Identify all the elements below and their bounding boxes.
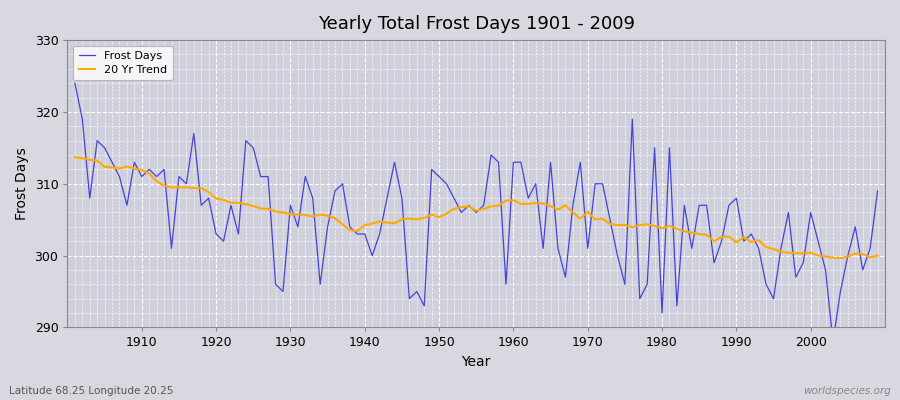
20 Yr Trend: [500, 198, 511, 203]
20 Yr Trend: [129, 166, 140, 171]
Line: Frost Days: Frost Days: [75, 83, 878, 342]
Y-axis label: Frost Days: Frost Days: [15, 147, 29, 220]
Text: worldspecies.org: worldspecies.org: [803, 386, 891, 396]
20 Yr Trend: [292, 212, 303, 217]
20 Yr Trend: [69, 155, 80, 160]
Frost Days: [292, 224, 303, 229]
Frost Days: [129, 160, 140, 165]
Frost Days: [828, 339, 839, 344]
Frost Days: [337, 181, 347, 186]
Text: Latitude 68.25 Longitude 20.25: Latitude 68.25 Longitude 20.25: [9, 386, 174, 396]
20 Yr Trend: [598, 216, 608, 221]
Frost Days: [508, 160, 518, 165]
20 Yr Trend: [835, 256, 846, 261]
Title: Yearly Total Frost Days 1901 - 2009: Yearly Total Frost Days 1901 - 2009: [318, 15, 634, 33]
Frost Days: [598, 181, 608, 186]
20 Yr Trend: [337, 222, 347, 227]
Legend: Frost Days, 20 Yr Trend: Frost Days, 20 Yr Trend: [73, 46, 173, 80]
20 Yr Trend: [872, 253, 883, 258]
Line: 20 Yr Trend: 20 Yr Trend: [75, 157, 878, 258]
20 Yr Trend: [508, 198, 518, 203]
Frost Days: [500, 282, 511, 287]
X-axis label: Year: Year: [462, 355, 490, 369]
Frost Days: [69, 81, 80, 86]
Frost Days: [872, 188, 883, 193]
